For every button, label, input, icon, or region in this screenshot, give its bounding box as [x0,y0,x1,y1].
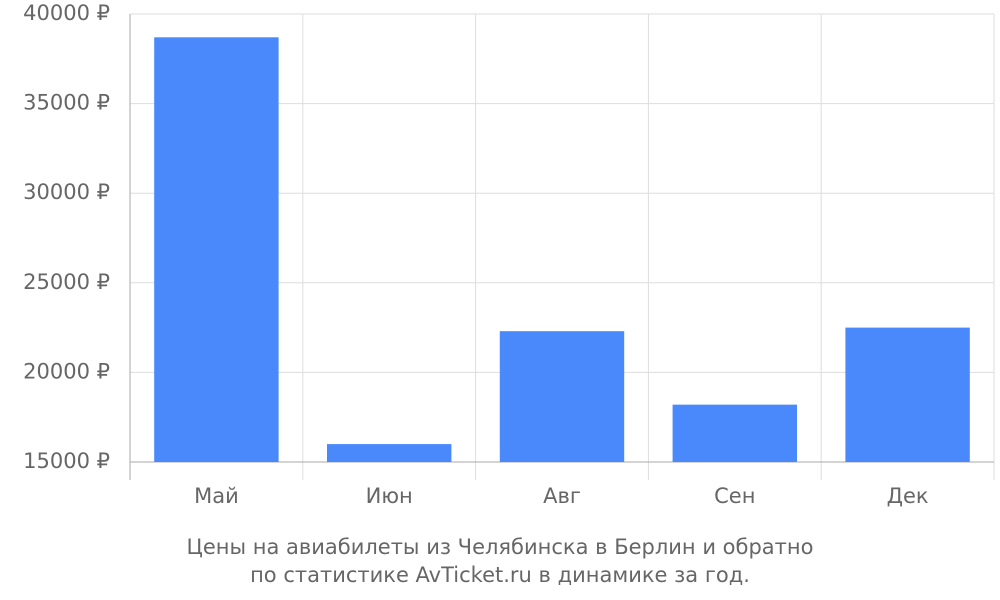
bar [845,327,970,462]
bar [672,404,798,462]
x-tick-label: Июн [366,484,413,508]
chart-subtitle: по статистике AvTicket.ru в динамике за … [250,563,750,587]
y-tick-label: 15000 ₽ [23,449,110,473]
bar [326,444,452,462]
y-tick-label: 25000 ₽ [23,270,110,294]
y-tick-label: 40000 ₽ [23,1,110,25]
x-tick-label: Май [194,484,239,508]
bar [154,37,279,463]
y-tick-label: 20000 ₽ [23,359,110,383]
y-tick-label: 30000 ₽ [23,180,110,204]
chart-title: Цены на авиабилеты из Челябинска в Берли… [187,535,814,559]
x-tick-label: Сен [714,484,755,508]
x-tick-label: Авг [543,484,581,508]
x-tick-label: Дек [887,484,929,508]
y-tick-label: 35000 ₽ [23,91,110,115]
bar [499,331,625,462]
